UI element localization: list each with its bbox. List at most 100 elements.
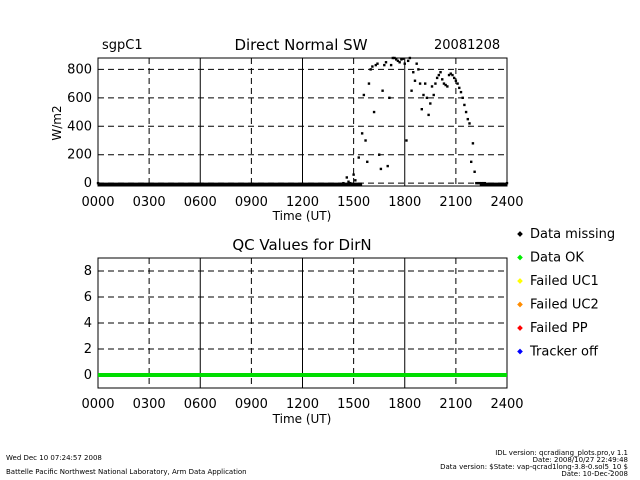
data-point [413, 79, 417, 82]
x-tick-label: 0600 [184, 195, 217, 210]
x-tick-label: 1200 [286, 195, 319, 210]
data-point [444, 83, 447, 87]
data-point [372, 110, 376, 114]
data-point [415, 62, 418, 65]
data-point [430, 85, 434, 88]
x-tick-label: 0000 [81, 397, 114, 412]
data-point [410, 89, 413, 92]
data-point [461, 96, 464, 100]
x-tick-label: 1800 [388, 397, 421, 412]
data-point [478, 181, 481, 185]
data-point [476, 181, 480, 185]
x-tick-label: 1200 [286, 397, 319, 412]
data-point [389, 63, 393, 67]
footer-timestamp: Wed Dec 10 07:24:57 2008 [6, 454, 102, 462]
data-point [463, 103, 466, 107]
data-point [377, 153, 381, 156]
data-point [454, 79, 458, 82]
x-tick-label: 2400 [490, 397, 523, 412]
data-point [364, 139, 367, 142]
legend-label: Data OK [530, 251, 584, 266]
top-chart: 0000 0300 0600 0900 1200 1500 1800 2100 2400 0 200… [67, 56, 524, 210]
data-point [367, 82, 371, 85]
data-point [480, 181, 483, 185]
x-axis-label-top: Time (UT) [272, 209, 332, 223]
x-tick-label: 0600 [184, 397, 217, 412]
x-tick-label: 0000 [81, 195, 114, 210]
data-point [447, 73, 451, 77]
data-point [371, 65, 374, 68]
data-point [379, 167, 383, 171]
data-point [470, 160, 473, 164]
y-axis-label-top: W/m2 [50, 105, 64, 140]
data-point [458, 86, 461, 90]
footer-lab: Battelle Pacific Northwest National Labo… [6, 468, 247, 476]
data-point [464, 110, 468, 114]
y-tick-label: 8 [84, 264, 92, 279]
data-point [376, 62, 379, 65]
legend-label: Failed UC2 [530, 298, 599, 313]
legend: Data missing Data OK Failed UC1 Failed UC2 F… [517, 227, 615, 360]
plot-frame [97, 257, 508, 389]
chart-title-bottom: QC Values for DirN [232, 236, 371, 254]
legend-label: Tracker off [529, 345, 599, 360]
legend-label: Failed UC1 [530, 274, 599, 289]
data-point [473, 170, 476, 173]
legend-marker [517, 278, 523, 284]
data-point [391, 56, 395, 60]
x-tick-label: 1500 [337, 397, 370, 412]
data-point [468, 122, 471, 125]
data-point [403, 62, 406, 65]
data-point [366, 160, 369, 164]
data-point [400, 58, 403, 61]
x-tick-label: 1800 [388, 195, 421, 210]
data-point [420, 108, 423, 111]
chart-title-top: Direct Normal SW [234, 36, 367, 54]
data-point [406, 59, 410, 63]
data-point [427, 113, 430, 117]
y-tick-label: 200 [67, 148, 92, 163]
data-point [412, 71, 415, 74]
data-point [349, 181, 352, 185]
y-tick-label: 600 [67, 91, 92, 106]
data-point [434, 82, 437, 85]
data-point [424, 82, 427, 85]
data-point [441, 78, 444, 81]
data-point [452, 76, 456, 80]
data-point [96, 181, 100, 185]
data-point [374, 63, 377, 67]
y-tick-label: 0 [84, 368, 92, 383]
x-tick-label: 0900 [235, 397, 268, 412]
data-point [449, 72, 452, 75]
y-tick-label: 400 [67, 119, 92, 134]
data-point [393, 56, 396, 60]
data-point [435, 76, 439, 80]
data-point [405, 139, 408, 142]
data-point [347, 180, 350, 183]
legend-label: Data missing [530, 227, 615, 242]
data-point [466, 117, 470, 121]
data-point [439, 71, 442, 74]
data-point [418, 82, 422, 85]
y-tick-label: 4 [84, 316, 92, 331]
footer-data-date: Date: 10-Dec-2008 [561, 470, 628, 478]
data-point [383, 63, 386, 67]
site-label: sgpC1 [102, 38, 143, 53]
data-point [425, 96, 429, 100]
footer-idl-version: IDL version: qcradiang_plots.pro,v 1.1 [495, 449, 628, 457]
x-tick-label: 0900 [235, 195, 268, 210]
data-point [342, 181, 345, 185]
data-point [395, 58, 398, 61]
y-tick-label: 0 [84, 176, 92, 191]
data-point [401, 57, 405, 60]
legend-marker [517, 348, 523, 355]
data-point [446, 85, 449, 88]
data-point [432, 93, 435, 97]
date-label: 20081208 [434, 38, 500, 53]
data-point [429, 102, 432, 105]
data-point [417, 68, 420, 71]
data-point [451, 73, 454, 77]
y-tick-label: 800 [67, 62, 92, 77]
